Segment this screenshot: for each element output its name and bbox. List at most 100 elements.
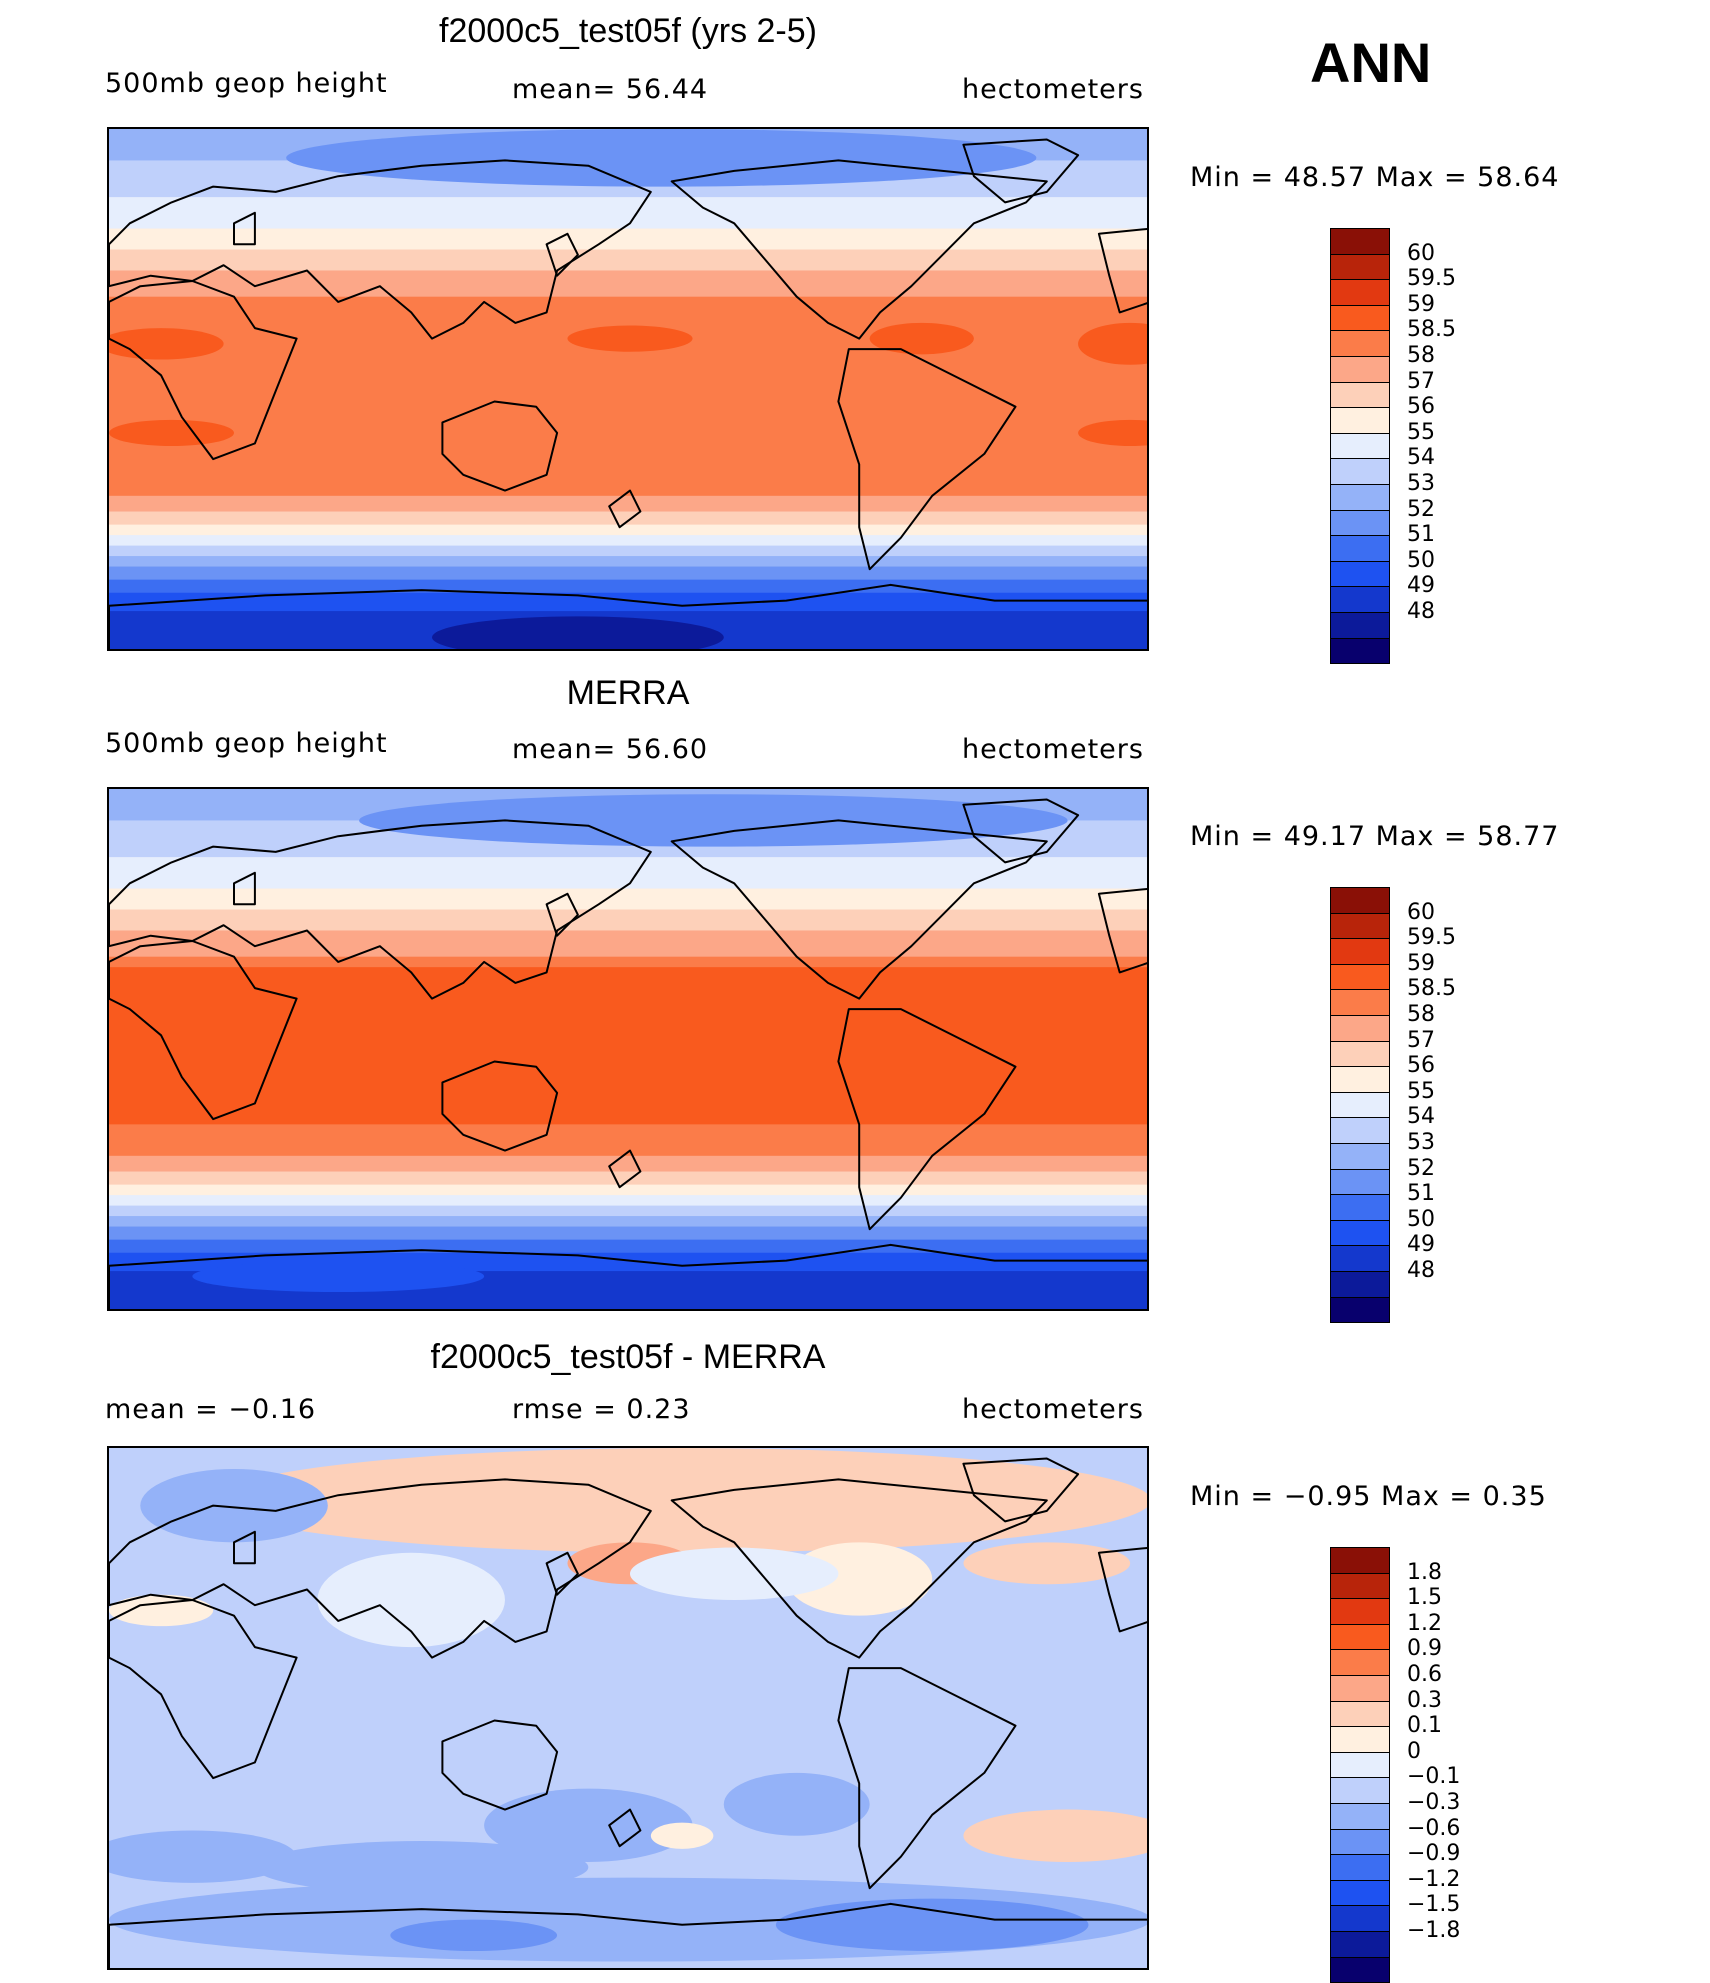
colorbar-level-label: 54: [1407, 445, 1435, 470]
colorbar-swatch: [1330, 638, 1390, 665]
colorbar-level-label: 0.9: [1407, 1636, 1442, 1661]
colorbar-swatch: [1330, 1675, 1390, 1702]
colorbar-level-label: 52: [1407, 1156, 1435, 1181]
colorbar-swatch: [1330, 1624, 1390, 1651]
colorbar-swatch: [1330, 887, 1390, 914]
colorbar-swatch: [1330, 382, 1390, 409]
colorbar-swatch: [1330, 1169, 1390, 1196]
contour-band: [109, 546, 1149, 557]
colorbar-level-label: 60: [1407, 241, 1435, 266]
colorbar-swatch: [1330, 561, 1390, 588]
contour-region: [724, 1773, 870, 1836]
colorbar-swatch: [1330, 330, 1390, 357]
panel-3-units-label: hectometers: [962, 1394, 1144, 1425]
colorbar-swatch: [1330, 938, 1390, 965]
contour-band: [109, 567, 1149, 581]
colorbar-level-label: 58: [1407, 1002, 1435, 1027]
colorbar-swatch: [1330, 1803, 1390, 1830]
colorbar-swatch: [1330, 510, 1390, 537]
colorbar-level-label: 59: [1407, 292, 1435, 317]
colorbar-level-label: 1.2: [1407, 1611, 1442, 1636]
colorbar-swatch: [1330, 1649, 1390, 1676]
colorbar-level-label: 48: [1407, 1258, 1435, 1283]
colorbar-swatch: [1330, 964, 1390, 991]
panel-3-map: [107, 1446, 1149, 1970]
contour-region: [213, 1448, 1149, 1553]
contour-region: [359, 794, 1068, 846]
contour-region: [630, 1548, 838, 1600]
colorbar-swatch: [1330, 1701, 1390, 1728]
contour-band: [109, 889, 1149, 911]
colorbar-level-label: 55: [1407, 1079, 1435, 1104]
contour-band: [109, 512, 1149, 526]
panel-1-variable-label: 500mb geop height: [105, 68, 388, 99]
contour-band: [109, 1156, 1149, 1173]
colorbar-swatch: [1330, 913, 1390, 940]
colorbar-level-label: 49: [1407, 573, 1435, 598]
contour-region: [567, 326, 692, 352]
panel-3-rmse-label: rmse = 0.23: [512, 1394, 691, 1425]
colorbar-swatch: [1330, 279, 1390, 306]
colorbar-level-label: 53: [1407, 1130, 1435, 1155]
contour-band: [109, 1227, 1149, 1241]
colorbar-level-label: 56: [1407, 1053, 1435, 1078]
panel-1-mean-label: mean= 56.44: [512, 74, 708, 105]
panel-2-units-label: hectometers: [962, 734, 1144, 765]
panel-1-title: f2000c5_test05f (yrs 2-5): [0, 12, 1256, 51]
panel-2-minmax: Min = 49.17 Max = 58.77: [1190, 821, 1559, 852]
colorbar-swatch: [1330, 1752, 1390, 1779]
colorbar-level-label: −0.1: [1407, 1764, 1460, 1789]
colorbar-swatch: [1330, 1015, 1390, 1042]
colorbar-level-label: −1.2: [1407, 1867, 1460, 1892]
contour-band: [109, 1195, 1149, 1206]
colorbar-level-label: 0.1: [1407, 1713, 1442, 1738]
season-label: ANN: [1310, 30, 1431, 95]
contour-band: [109, 1172, 1149, 1186]
colorbar-level-label: 54: [1407, 1104, 1435, 1129]
contour-region: [390, 1920, 557, 1951]
contour-region: [286, 129, 1036, 187]
colorbar-swatch: [1330, 1297, 1390, 1324]
colorbar-level-label: 59.5: [1407, 925, 1456, 950]
contour-band: [109, 1206, 1149, 1217]
contour-band: [109, 229, 1149, 251]
panel-1-units-label: hectometers: [962, 74, 1144, 105]
colorbar-swatch: [1330, 989, 1390, 1016]
colorbar-level-label: 58.5: [1407, 317, 1456, 342]
panel-1-map-svg: [109, 129, 1149, 651]
panel-3-title: f2000c5_test05f - MERRA: [0, 1338, 1256, 1377]
panel-1-minmax: Min = 48.57 Max = 58.64: [1190, 162, 1559, 193]
colorbar-swatch: [1330, 1598, 1390, 1625]
contour-band: [109, 556, 1149, 567]
colorbar-swatch: [1330, 1117, 1390, 1144]
colorbar-swatch: [1330, 1573, 1390, 1600]
colorbar-level-label: 57: [1407, 369, 1435, 394]
colorbar-swatch: [1330, 1880, 1390, 1907]
colorbar-swatch: [1330, 484, 1390, 511]
colorbar-level-label: −0.6: [1407, 1816, 1460, 1841]
contour-band: [109, 535, 1149, 546]
colorbar-level-label: 49: [1407, 1232, 1435, 1257]
colorbar-level-label: 55: [1407, 420, 1435, 445]
colorbar-swatch: [1330, 1905, 1390, 1932]
contour-band: [109, 910, 1149, 932]
panel-2-mean-label: mean= 56.60: [512, 734, 708, 765]
colorbar-level-label: 52: [1407, 497, 1435, 522]
colorbar-swatch: [1330, 1245, 1390, 1272]
colorbar-swatch: [1330, 612, 1390, 639]
colorbar-swatch: [1330, 586, 1390, 613]
panel-2-title: MERRA: [0, 674, 1256, 713]
colorbar-level-label: −0.3: [1407, 1790, 1460, 1815]
colorbar-swatch: [1330, 254, 1390, 281]
contour-region: [109, 420, 234, 446]
colorbar-swatch: [1330, 1220, 1390, 1247]
colorbar-swatch: [1330, 1931, 1390, 1958]
colorbar-level-label: 58: [1407, 343, 1435, 368]
colorbar-swatch: [1330, 305, 1390, 332]
colorbar-swatch: [1330, 458, 1390, 485]
panel-3-colorbar: [1330, 1548, 1390, 1983]
colorbar-swatch: [1330, 1854, 1390, 1881]
colorbar-swatch: [1330, 535, 1390, 562]
colorbar-level-label: 51: [1407, 522, 1435, 547]
colorbar-level-label: −1.5: [1407, 1892, 1460, 1917]
